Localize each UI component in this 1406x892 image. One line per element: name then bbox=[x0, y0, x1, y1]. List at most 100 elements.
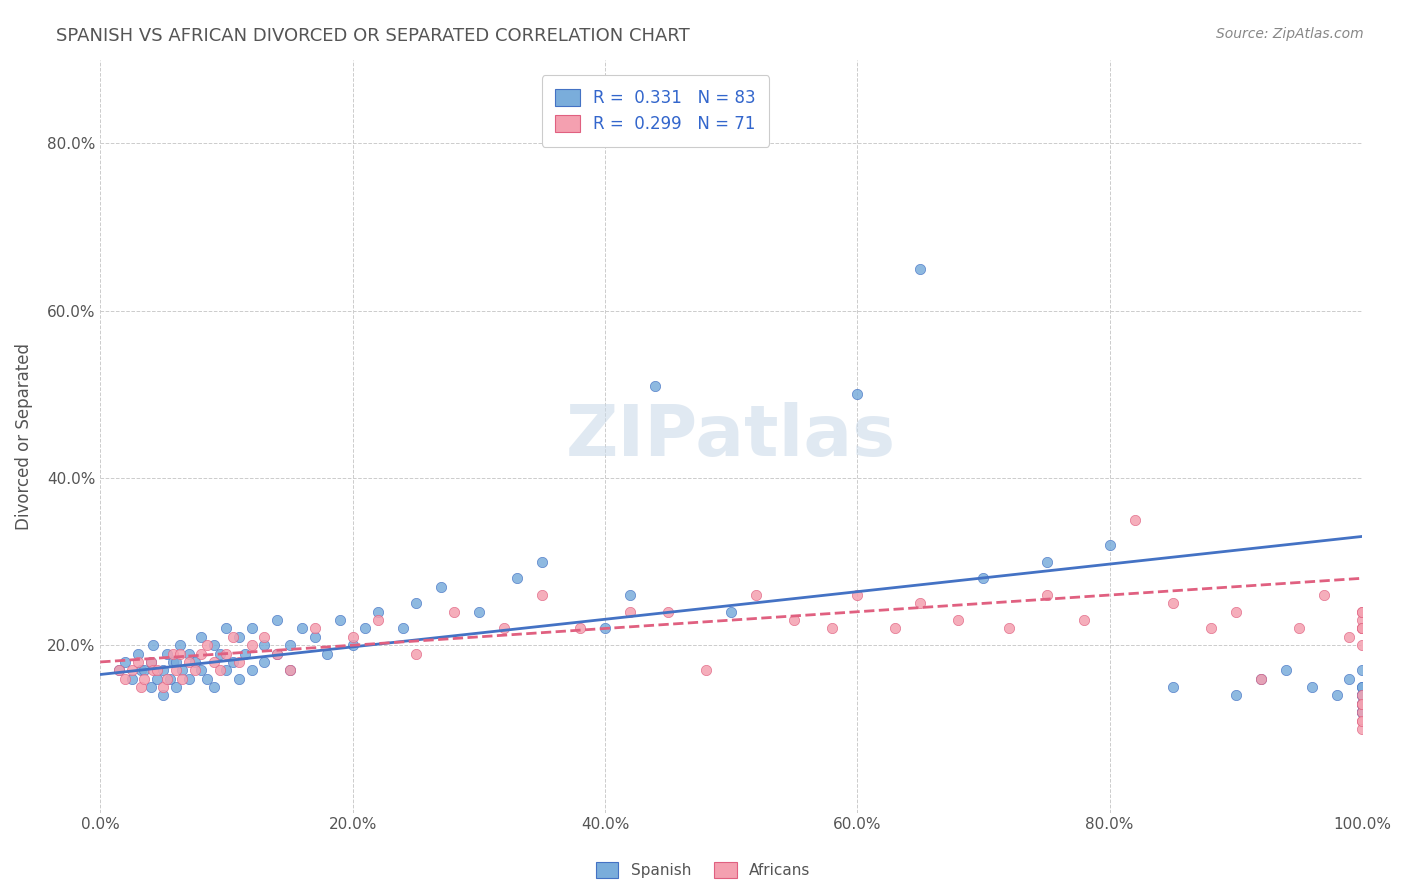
Point bbox=[1351, 697, 1374, 711]
Point bbox=[492, 622, 515, 636]
Point bbox=[1351, 697, 1374, 711]
Point bbox=[152, 680, 174, 694]
Point bbox=[1351, 622, 1374, 636]
Point bbox=[593, 622, 616, 636]
Point bbox=[172, 672, 194, 686]
Point bbox=[278, 638, 301, 652]
Point bbox=[1161, 596, 1184, 610]
Point bbox=[910, 596, 932, 610]
Point bbox=[1098, 538, 1121, 552]
Point bbox=[127, 647, 149, 661]
Legend: Spanish, Africans: Spanish, Africans bbox=[589, 856, 817, 884]
Point bbox=[156, 647, 179, 661]
Point bbox=[948, 613, 970, 627]
Point bbox=[152, 663, 174, 677]
Point bbox=[202, 638, 225, 652]
Point bbox=[156, 672, 179, 686]
Point bbox=[1351, 714, 1374, 728]
Point bbox=[972, 571, 994, 585]
Point bbox=[1351, 705, 1374, 719]
Point bbox=[1073, 613, 1095, 627]
Point bbox=[405, 647, 427, 661]
Point bbox=[1351, 714, 1374, 728]
Point bbox=[129, 680, 152, 694]
Point bbox=[1351, 605, 1374, 619]
Point bbox=[657, 605, 679, 619]
Point bbox=[266, 647, 288, 661]
Point bbox=[240, 663, 263, 677]
Point bbox=[235, 647, 257, 661]
Point bbox=[139, 680, 162, 694]
Point bbox=[1351, 697, 1374, 711]
Point bbox=[392, 622, 415, 636]
Point bbox=[114, 655, 136, 669]
Point bbox=[468, 605, 491, 619]
Text: SPANISH VS AFRICAN DIVORCED OR SEPARATED CORRELATION CHART: SPANISH VS AFRICAN DIVORCED OR SEPARATED… bbox=[56, 27, 690, 45]
Point bbox=[367, 605, 389, 619]
Point bbox=[240, 622, 263, 636]
Point bbox=[127, 655, 149, 669]
Point bbox=[169, 638, 191, 652]
Point bbox=[1351, 605, 1374, 619]
Point bbox=[304, 622, 326, 636]
Point bbox=[134, 663, 156, 677]
Point bbox=[162, 655, 184, 669]
Point bbox=[278, 663, 301, 677]
Point bbox=[1225, 605, 1247, 619]
Point bbox=[1035, 555, 1057, 569]
Point bbox=[745, 588, 768, 602]
Point bbox=[1351, 697, 1374, 711]
Point bbox=[783, 613, 806, 627]
Point bbox=[169, 647, 191, 661]
Point bbox=[139, 655, 162, 669]
Point bbox=[1326, 689, 1348, 703]
Point bbox=[165, 655, 187, 669]
Point bbox=[821, 622, 844, 636]
Point bbox=[530, 555, 553, 569]
Point bbox=[1123, 513, 1146, 527]
Text: Source: ZipAtlas.com: Source: ZipAtlas.com bbox=[1216, 27, 1364, 41]
Point bbox=[184, 663, 207, 677]
Point bbox=[1288, 622, 1310, 636]
Point bbox=[1339, 672, 1361, 686]
Point bbox=[619, 588, 641, 602]
Point bbox=[1351, 680, 1374, 694]
Point bbox=[1199, 622, 1222, 636]
Point bbox=[152, 689, 174, 703]
Point bbox=[316, 647, 339, 661]
Point bbox=[367, 613, 389, 627]
Point bbox=[121, 672, 143, 686]
Point bbox=[209, 663, 232, 677]
Point bbox=[162, 647, 184, 661]
Point bbox=[222, 630, 245, 644]
Point bbox=[1275, 663, 1298, 677]
Point bbox=[129, 663, 152, 677]
Point bbox=[1351, 680, 1374, 694]
Point bbox=[1035, 588, 1057, 602]
Point bbox=[1351, 722, 1374, 736]
Point bbox=[253, 630, 276, 644]
Point bbox=[165, 663, 187, 677]
Point bbox=[108, 663, 131, 677]
Point bbox=[568, 622, 591, 636]
Point bbox=[197, 672, 219, 686]
Point bbox=[1351, 622, 1374, 636]
Point bbox=[184, 655, 207, 669]
Point bbox=[846, 387, 869, 401]
Point bbox=[342, 630, 364, 644]
Point bbox=[146, 663, 169, 677]
Point bbox=[619, 605, 641, 619]
Y-axis label: Divorced or Separated: Divorced or Separated bbox=[15, 343, 32, 530]
Point bbox=[1351, 689, 1374, 703]
Point bbox=[1301, 680, 1323, 694]
Point bbox=[846, 588, 869, 602]
Point bbox=[190, 663, 212, 677]
Point bbox=[266, 613, 288, 627]
Legend: R =  0.331   N = 83, R =  0.299   N = 71: R = 0.331 N = 83, R = 0.299 N = 71 bbox=[541, 76, 769, 147]
Point bbox=[1351, 622, 1374, 636]
Point bbox=[443, 605, 465, 619]
Point bbox=[146, 672, 169, 686]
Point bbox=[114, 672, 136, 686]
Point bbox=[505, 571, 527, 585]
Point bbox=[1351, 638, 1374, 652]
